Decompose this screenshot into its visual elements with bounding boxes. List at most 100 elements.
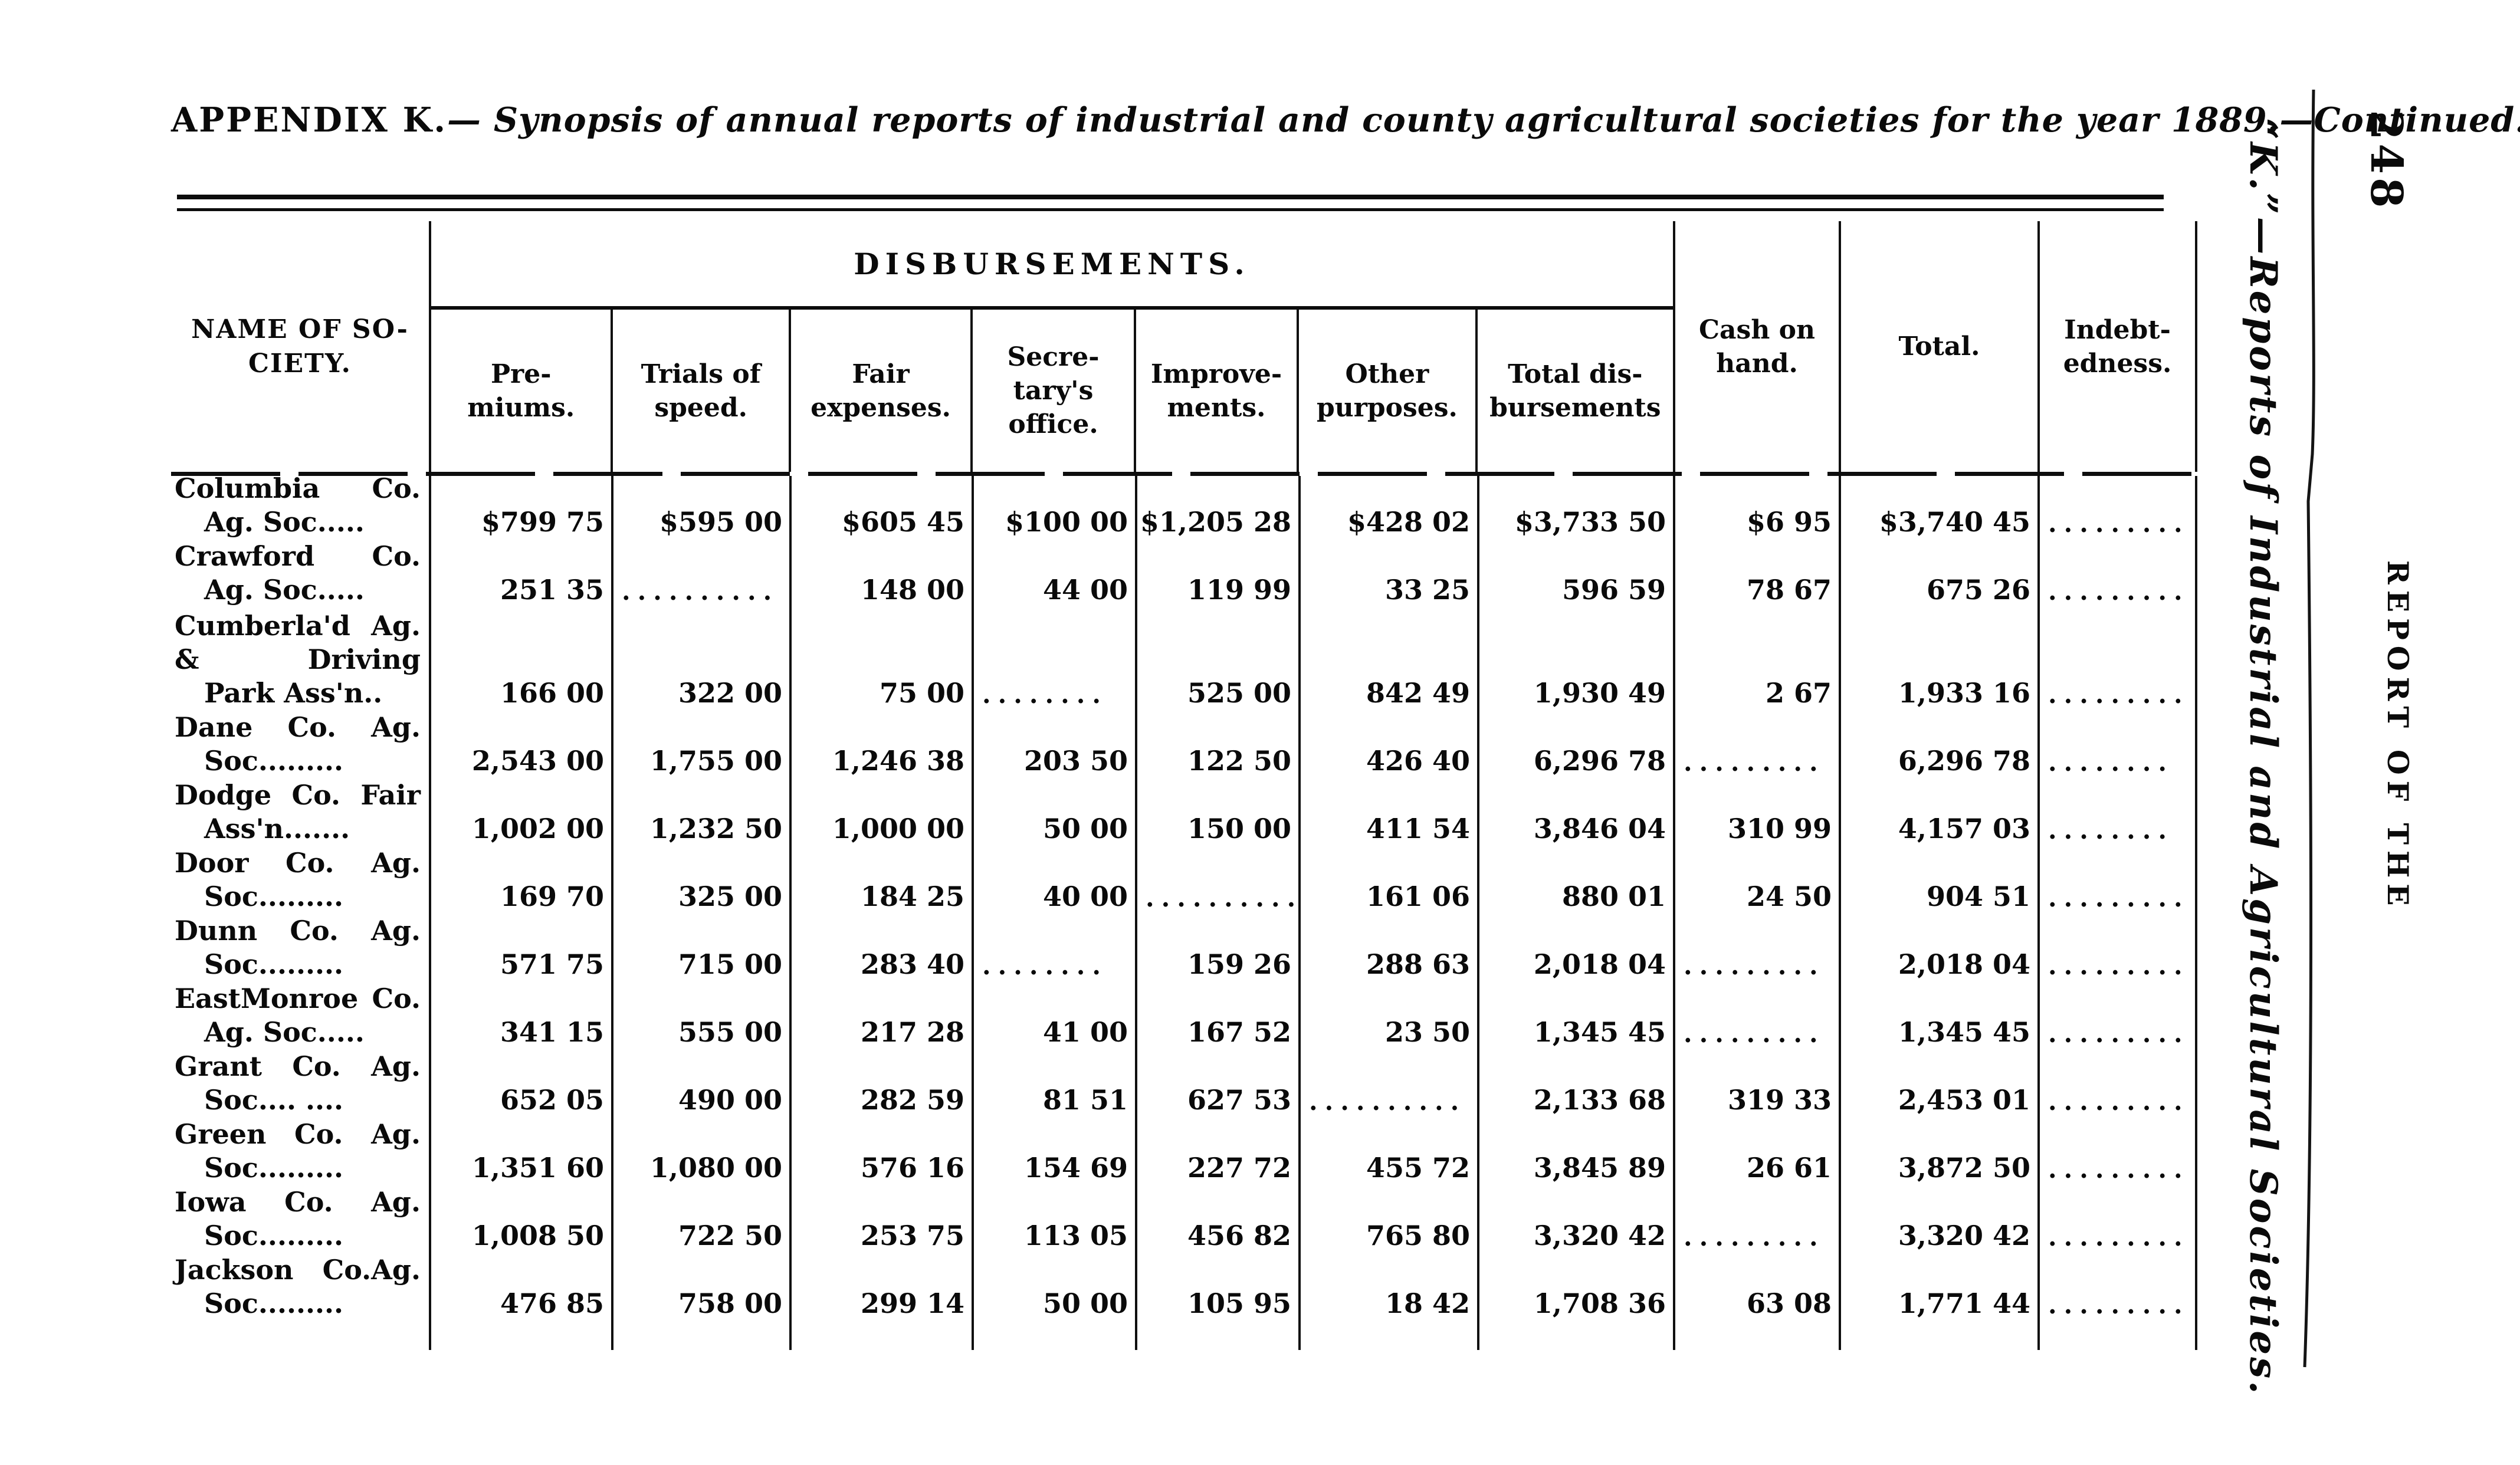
header-label-line: ments. [1167, 392, 1266, 423]
table-row: EastMonroe Co. Ag. Soc..... 341 15 555 00 21… [171, 983, 2197, 1054]
header-label-line: office. [1008, 409, 1098, 439]
value-cell: 722 50 [613, 1190, 792, 1257]
value-text: 880 01 [1561, 881, 1666, 912]
society-name-line: Green Co. Ag. [175, 1118, 421, 1150]
value-cell: 2,018 04 [1841, 918, 2040, 986]
value-cell: 169 70 [431, 850, 613, 918]
value-text: 1,933 16 [1898, 677, 2030, 709]
rule-extension-cell [1301, 1325, 1479, 1350]
header-label-line: edness. [2063, 348, 2172, 379]
value-text: 283 40 [860, 948, 964, 980]
value-cell: 842 49 [1301, 612, 1479, 715]
header-label-line: Fair [852, 359, 910, 389]
society-name-line: & Driving [175, 643, 421, 675]
value-cell: 1,351 60 [431, 1122, 613, 1190]
value-text: ......... [2048, 577, 2190, 606]
value-text: 571 75 [500, 948, 604, 980]
value-cell: 166 00 [431, 612, 613, 715]
value-text: ......... [1684, 1223, 1825, 1252]
value-cell: 251 35 [431, 544, 613, 612]
value-text: 476 85 [500, 1287, 604, 1319]
value-text: 576 16 [860, 1152, 964, 1184]
value-cell: 78 67 [1675, 544, 1841, 612]
header-col-cash-on-hand: Cash on hand. [1675, 221, 1841, 472]
page-number: 248 [2361, 110, 2411, 212]
society-name-line: Park Ass'n.. [204, 677, 383, 709]
value-cell: 41 00 [974, 986, 1137, 1054]
header-label-line: expenses. [811, 392, 951, 423]
value-text: 1,080 00 [649, 1152, 782, 1184]
value-cell: 23 50 [1301, 986, 1479, 1054]
value-cell: 299 14 [792, 1257, 974, 1325]
header-label-line: Secre- [1007, 342, 1100, 372]
value-cell: ......... [2040, 1054, 2197, 1122]
value-cell: ......... [2040, 850, 2197, 918]
value-text: 3,320 42 [1898, 1220, 2030, 1252]
header-col-improvements: Improve-ments. [1136, 310, 1300, 472]
value-text: 122 50 [1187, 745, 1291, 777]
value-text: 159 26 [1187, 948, 1291, 980]
value-text: 1,246 38 [832, 745, 964, 777]
value-cell: $6 95 [1675, 476, 1841, 544]
value-text: ......... [2048, 1290, 2190, 1319]
value-cell: 18 42 [1301, 1257, 1479, 1325]
value-cell: 4,157 03 [1841, 783, 2040, 850]
header-label-line: Improve- [1150, 359, 1282, 389]
value-cell: 1,771 44 [1841, 1257, 2040, 1325]
value-cell: 571 75 [431, 918, 613, 986]
value-cell: 322 00 [613, 612, 792, 715]
value-text: 596 59 [1561, 574, 1666, 606]
value-cell: 3,846 04 [1479, 783, 1675, 850]
value-text: 322 00 [678, 677, 782, 709]
rule-extension-cell [1137, 1325, 1301, 1350]
society-name-cell: Grant Co. Ag. Soc.... .... [171, 1050, 431, 1122]
value-text: 166 00 [500, 677, 604, 709]
header-label-line: Indebt- [2064, 314, 2171, 345]
value-cell: ......... [2040, 986, 2197, 1054]
value-cell: 627 53 [1137, 1054, 1301, 1122]
value-cell: 1,008 50 [431, 1190, 613, 1257]
value-text: 40 00 [1042, 881, 1128, 912]
value-text: 627 53 [1187, 1084, 1291, 1116]
value-text: 456 82 [1187, 1220, 1291, 1252]
value-cell: ......... [2040, 1122, 2197, 1190]
value-text: 41 00 [1042, 1016, 1128, 1048]
value-cell: ........ [2040, 783, 2197, 850]
header-label-line: hand. [1716, 348, 1798, 379]
value-text: 227 72 [1187, 1152, 1291, 1184]
header-col-total-disbursements: Total dis-bursements [1478, 310, 1673, 472]
value-text: 251 35 [500, 574, 604, 606]
value-cell: 217 28 [792, 986, 974, 1054]
value-cell: 1,246 38 [792, 715, 974, 783]
value-cell: 119 99 [1137, 544, 1301, 612]
table-row: Jackson Co.Ag. Soc......... 476 85 758 00 29… [171, 1254, 2197, 1325]
value-text: 3,846 04 [1533, 813, 1666, 845]
value-text: 842 49 [1366, 677, 1470, 709]
society-name-line: Grant Co. Ag. [175, 1050, 421, 1082]
value-text: 2,133 68 [1533, 1084, 1666, 1116]
value-cell: 325 00 [613, 850, 792, 918]
value-text: 154 69 [1023, 1152, 1128, 1184]
value-cell: 50 00 [974, 1257, 1137, 1325]
value-cell: 576 16 [792, 1122, 974, 1190]
value-cell: 63 08 [1675, 1257, 1841, 1325]
table-row: Dunn Co. Ag. Soc......... 571 75 715 00 283 … [171, 915, 2197, 986]
value-text: 75 00 [879, 677, 964, 709]
value-cell: 765 80 [1301, 1190, 1479, 1257]
value-text: 555 00 [678, 1016, 782, 1048]
value-cell: 148 00 [792, 544, 974, 612]
value-cell: $428 02 [1301, 476, 1479, 544]
value-text: 282 59 [860, 1084, 964, 1116]
header-col-premiums: Pre-miums. [431, 310, 613, 472]
society-name-cell: Dodge Co. Fair Ass'n....... [171, 779, 431, 850]
title-appendix-label: APPENDIX K. [171, 100, 448, 140]
value-text: ......... [2048, 1155, 2190, 1184]
value-text: 1,345 45 [1898, 1016, 2030, 1048]
synopsis-table: NAME OF SO- CIETY. DISBURSEMENTS. Pre-miums… [171, 221, 2197, 1350]
value-cell: 6,296 78 [1479, 715, 1675, 783]
value-text: ......... [1684, 1019, 1825, 1048]
value-text: 184 25 [860, 881, 964, 912]
value-cell: ......... [2040, 918, 2197, 986]
value-cell: 758 00 [613, 1257, 792, 1325]
value-text: $799 75 [481, 506, 604, 538]
